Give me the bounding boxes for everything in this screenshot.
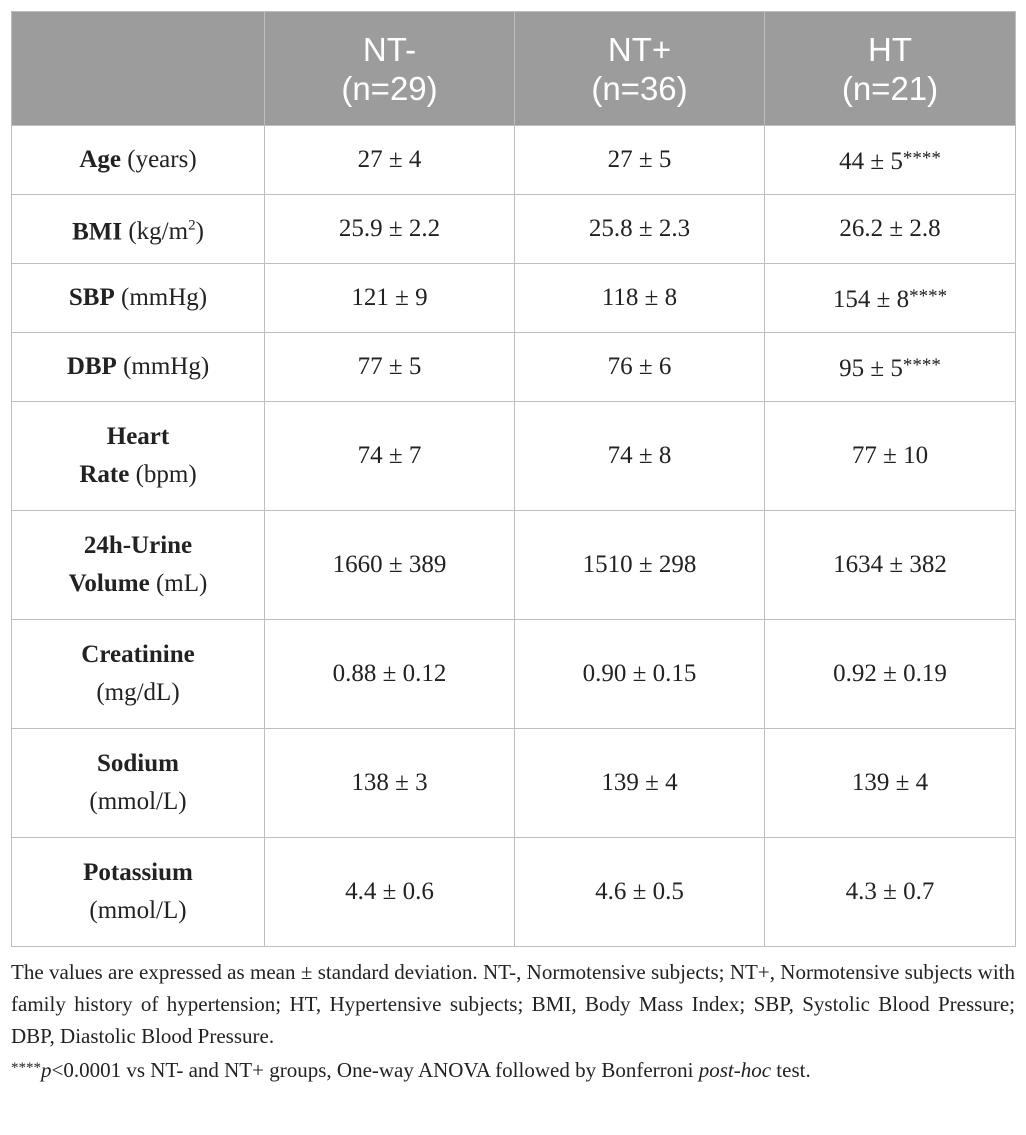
row-label: BMI (kg/m2) [11,194,265,264]
cell-ht: 4.3 ± 0.7 [764,837,1016,947]
row-label: Potassium (mmol/L) [11,837,265,947]
row-label: SBP (mmHg) [11,263,265,333]
header-n: (n=21) [841,69,939,107]
header-n: (n=29) [341,69,438,107]
cell-ht: 44 ± 5**** [764,125,1016,195]
row-name: BMI [72,218,123,246]
significance-stars: **** [902,147,941,169]
row-unit: (kg/m2) [128,218,204,245]
significance-stars: **** [909,285,948,307]
cell-ht: 0.92 ± 0.19 [764,619,1016,729]
cell-ht: 26.2 ± 2.8 [764,194,1016,264]
header-nt-plus: NT+ (n=36) [514,11,765,126]
row-unit-text: (kg/m [128,218,189,246]
header-blank [11,11,265,126]
footnote-posthoc: post-hoc [698,1058,772,1082]
row-unit-end: ) [195,218,204,246]
cell-nt-plus: 76 ± 6 [514,332,765,402]
row-name: Creatinine [81,641,195,668]
header-ht: HT (n=21) [764,11,1016,126]
table-row-potassium: Potassium (mmol/L) 4.4 ± 0.6 4.6 ± 0.5 4… [11,837,1016,947]
row-label: DBP (mmHg) [11,332,265,402]
row-name: Age [79,146,121,173]
header-n: (n=36) [591,69,688,107]
results-table: NT- (n=29) NT+ (n=36) HT (n=21) Age (yea… [11,11,1016,947]
table-row-bmi: BMI (kg/m2) 25.9 ± 2.2 25.8 ± 2.3 26.2 ±… [11,194,1016,264]
cell-nt-minus: 138 ± 3 [264,728,515,838]
row-name-line2: Rate [79,461,130,488]
row-unit: (mmHg) [123,353,210,380]
cell-nt-minus: 121 ± 9 [264,263,515,333]
cell-nt-plus: 74 ± 8 [514,401,765,511]
cell-nt-minus: 77 ± 5 [264,332,515,402]
table-row-sodium: Sodium (mmol/L) 138 ± 3 139 ± 4 139 ± 4 [11,728,1016,838]
header-name: NT- [362,30,417,68]
row-label: Sodium (mmol/L) [11,728,265,838]
cell-ht: 95 ± 5**** [764,332,1016,402]
row-unit-sup: 2 [188,217,196,234]
table-footnote: The values are expressed as mean ± stand… [11,956,1015,1086]
footnote-significance: ****p<0.0001 vs NT- and NT+ groups, One-… [11,1052,1015,1086]
cell-value: 154 ± 8 [832,285,910,313]
cell-ht: 1634 ± 382 [764,510,1016,620]
footnote-stars: **** [11,1060,41,1076]
cell-nt-minus: 27 ± 4 [264,125,515,195]
cell-nt-plus: 139 ± 4 [514,728,765,838]
row-unit: (bpm) [135,461,197,488]
header-nt-minus: NT- (n=29) [264,11,515,126]
cell-value: 95 ± 5 [839,354,903,382]
row-name-line1: 24h-Urine [83,532,193,559]
footnote-text: <0.0001 vs NT- and NT+ groups, One-way A… [51,1058,699,1082]
row-unit: (mmHg) [121,284,208,311]
cell-nt-plus: 27 ± 5 [514,125,765,195]
header-name: NT+ [607,30,672,68]
row-unit: (years) [127,146,197,173]
cell-nt-minus: 25.9 ± 2.2 [264,194,515,264]
table-row-urine-volume: 24h-Urine Volume (mL) 1660 ± 389 1510 ± … [11,510,1016,620]
row-unit: (mg/dL) [96,679,180,706]
row-name: DBP [66,353,117,380]
table-row-creatinine: Creatinine (mg/dL) 0.88 ± 0.12 0.90 ± 0.… [11,619,1016,729]
row-name: Sodium [97,750,179,777]
cell-nt-plus: 118 ± 8 [514,263,765,333]
row-name: SBP [68,284,115,311]
footnote-abbreviations: The values are expressed as mean ± stand… [11,960,1015,1048]
cell-nt-minus: 4.4 ± 0.6 [264,837,515,947]
cell-ht: 139 ± 4 [764,728,1016,838]
row-unit: (mL) [155,570,208,597]
table-row-sbp: SBP (mmHg) 121 ± 9 118 ± 8 154 ± 8**** [11,263,1016,333]
table-row-heart-rate: Heart Rate (bpm) 74 ± 7 74 ± 8 77 ± 10 [11,401,1016,511]
row-label: 24h-Urine Volume (mL) [11,510,265,620]
cell-ht: 77 ± 10 [764,401,1016,511]
row-label: Age (years) [11,125,265,195]
cell-nt-plus: 4.6 ± 0.5 [514,837,765,947]
row-label: Creatinine (mg/dL) [11,619,265,729]
cell-nt-minus: 74 ± 7 [264,401,515,511]
cell-nt-minus: 0.88 ± 0.12 [264,619,515,729]
cell-ht: 154 ± 8**** [764,263,1016,333]
cell-nt-plus: 25.8 ± 2.3 [514,194,765,264]
cell-nt-plus: 0.90 ± 0.15 [514,619,765,729]
row-name: Potassium [83,859,193,886]
footnote-end: test. [771,1058,811,1082]
significance-stars: **** [902,354,941,376]
footnote-p: p [41,1058,52,1082]
header-name: HT [868,30,912,68]
cell-value: 44 ± 5 [839,147,903,175]
table-row-dbp: DBP (mmHg) 77 ± 5 76 ± 6 95 ± 5**** [11,332,1016,402]
cell-nt-plus: 1510 ± 298 [514,510,765,620]
row-label: Heart Rate (bpm) [11,401,265,511]
row-unit: (mmol/L) [89,897,187,924]
row-name-line2: Volume [68,570,150,597]
table-header-row: NT- (n=29) NT+ (n=36) HT (n=21) [11,11,1016,126]
table-row-age: Age (years) 27 ± 4 27 ± 5 44 ± 5**** [11,125,1016,195]
row-unit: (mmol/L) [89,788,187,815]
row-name-line1: Heart [106,423,170,450]
cell-nt-minus: 1660 ± 389 [264,510,515,620]
